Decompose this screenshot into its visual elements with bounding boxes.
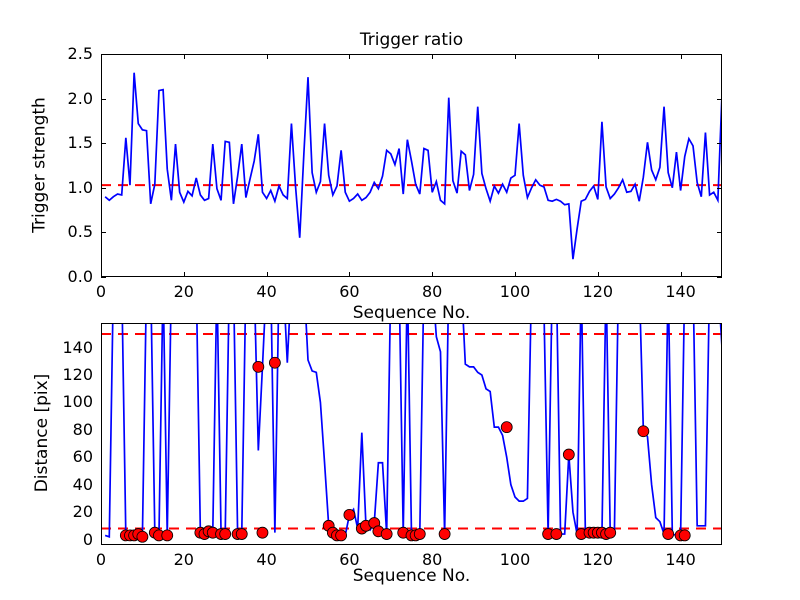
x-tick-mark	[597, 272, 599, 277]
data-marker	[438, 528, 451, 540]
y-tick-label: 120	[62, 365, 93, 385]
chart-title-trigger-ratio: Trigger ratio	[359, 30, 464, 50]
y-tick-mark	[101, 98, 106, 100]
x-tick-label: 0	[95, 282, 107, 301]
y-tick-mark	[101, 277, 106, 278]
y-tick-label: 2.5	[67, 44, 93, 63]
data-marker	[380, 528, 393, 540]
y-tick-mark	[101, 54, 106, 55]
data-marker	[268, 356, 281, 369]
x-tick-label: 100	[499, 550, 531, 569]
data-marker	[500, 421, 513, 434]
data-marker	[256, 526, 269, 539]
data-marker	[219, 528, 232, 540]
y-tick-label: 1.5	[67, 133, 93, 153]
x-tick-mark	[680, 272, 682, 277]
y-tick-label: 0.5	[67, 222, 93, 242]
data-marker	[335, 529, 348, 542]
x-tick-label: 80	[422, 550, 443, 569]
x-tick-label: 120	[582, 550, 614, 569]
y-tick-mark-right	[717, 98, 722, 100]
x-tick-mark-top	[597, 54, 599, 59]
x-tick-mark	[432, 272, 434, 277]
x-tick-label: 40	[256, 550, 277, 569]
y-tick-mark-right	[717, 54, 722, 55]
x-tick-label: 140	[665, 282, 696, 301]
x-tick-mark-top	[183, 54, 185, 59]
chart-distance	[101, 323, 722, 545]
x-tick-mark-top	[266, 54, 268, 59]
y-tick-mark-right	[717, 277, 722, 278]
x-tick-label: 100	[499, 282, 531, 301]
x-tick-mark	[349, 272, 351, 277]
x-tick-mark	[266, 272, 268, 277]
x-axis-label-top-sequence-no: Sequence No.	[352, 303, 471, 323]
y-tick-mark-right	[717, 187, 722, 189]
y-tick-label: 0.0	[67, 267, 93, 286]
data-series-0	[104, 72, 722, 260]
y-tick-label: 0	[82, 529, 93, 549]
data-marker	[678, 529, 691, 542]
y-tick-mark	[101, 187, 106, 189]
x-tick-mark-top	[515, 54, 516, 59]
y-tick-label: 1.0	[67, 177, 93, 197]
y-tick-label: 100	[62, 392, 93, 412]
distance-plot-area	[101, 323, 722, 543]
x-tick-label: 60	[339, 550, 360, 569]
data-marker	[550, 528, 563, 540]
y-tick-label: 2.0	[67, 88, 93, 108]
y-tick-label: 140	[62, 337, 93, 357]
y-tick-mark-right	[717, 232, 722, 234]
data-marker	[562, 448, 575, 461]
x-tick-label: 140	[665, 550, 696, 569]
chart-trigger-ratio	[101, 54, 722, 277]
x-tick-mark-top	[349, 54, 351, 59]
trigger-ratio-plot-area	[101, 72, 722, 260]
data-marker	[161, 529, 174, 542]
y-tick-label: 20	[72, 502, 93, 522]
x-tick-label: 0	[95, 550, 107, 569]
data-marker	[136, 530, 149, 543]
x-tick-mark-top	[432, 54, 434, 59]
data-marker	[235, 528, 248, 540]
x-tick-label: 60	[339, 282, 360, 301]
x-tick-label: 20	[173, 282, 194, 301]
data-marker	[343, 508, 356, 521]
y-tick-label: 40	[72, 474, 93, 494]
y-tick-mark	[101, 143, 106, 145]
x-tick-label: 120	[582, 282, 614, 301]
data-marker	[413, 528, 426, 540]
y-tick-mark-right	[717, 143, 722, 145]
data-marker	[662, 528, 675, 540]
x-tick-label: 80	[422, 282, 443, 301]
y-tick-label: 60	[72, 447, 93, 467]
x-tick-mark-top	[680, 54, 682, 59]
data-series-0	[104, 323, 722, 539]
data-marker	[604, 526, 617, 539]
y-tick-mark	[101, 232, 106, 234]
y-tick-label: 80	[72, 419, 93, 439]
x-tick-label: 20	[173, 550, 194, 569]
data-marker	[637, 425, 650, 438]
x-tick-mark	[183, 272, 185, 277]
y-axis-label-trigger-strength: Trigger strength	[29, 97, 50, 233]
x-tick-mark	[515, 272, 516, 277]
data-marker	[252, 360, 265, 373]
x-axis-label-bottom-sequence-no: Sequence No.	[352, 566, 471, 586]
x-tick-label: 40	[256, 282, 277, 301]
